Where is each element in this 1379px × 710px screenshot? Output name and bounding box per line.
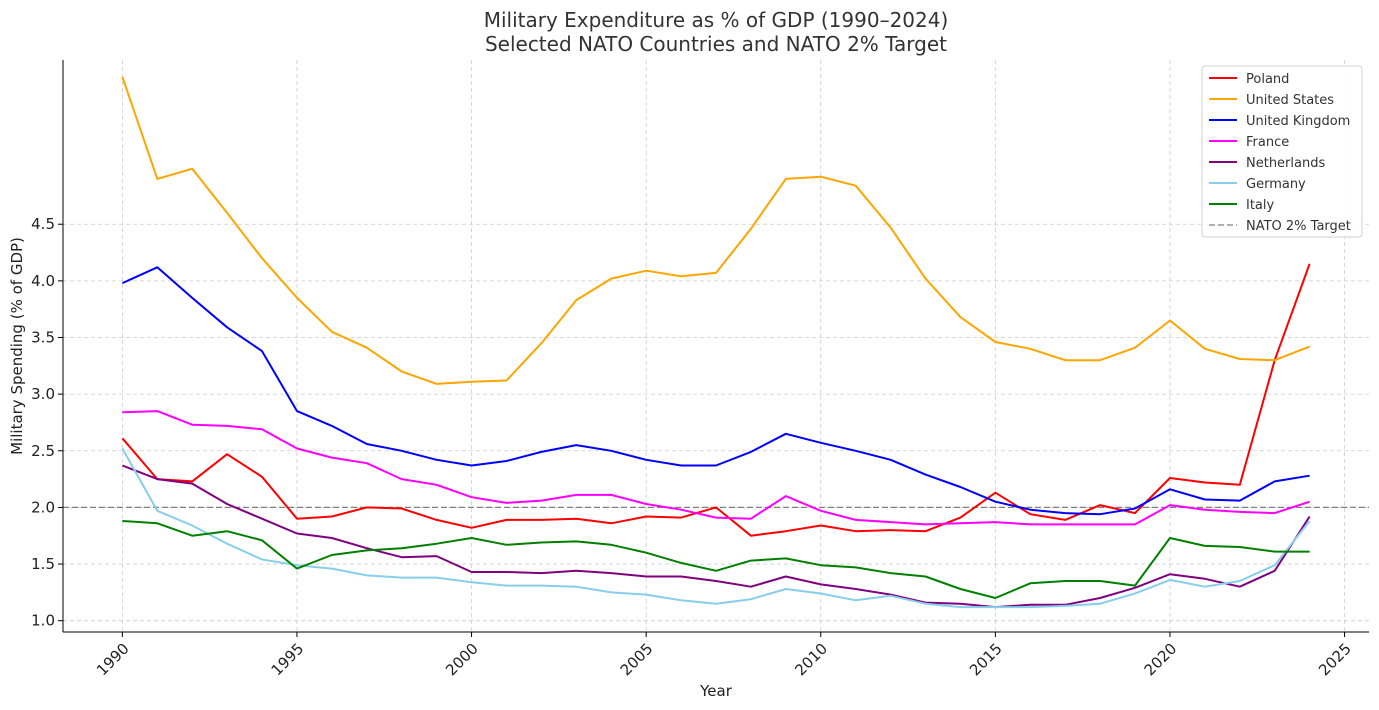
y-tick-label: 4.5 (31, 215, 55, 233)
legend-label-nato-2-target: NATO 2% Target (1246, 219, 1351, 234)
legend-label-italy: Italy (1246, 198, 1275, 213)
y-axis-label: Military Spending (% of GDP) (8, 237, 26, 455)
x-axis-label: Year (699, 682, 733, 700)
x-tick-label: 2000 (442, 640, 482, 680)
x-tick-label: 2015 (966, 640, 1006, 680)
y-tick-label: 1.0 (31, 612, 55, 630)
grid (63, 60, 1369, 632)
legend-label-united-kingdom: United Kingdom (1246, 114, 1350, 129)
x-axis-ticks: 1990 1995 2000 2005 2010 2015 2020 2025 (93, 632, 1355, 679)
series-line-poland (121, 263, 1311, 537)
x-tick-label: 2025 (1315, 640, 1355, 680)
series-line-united-kingdom (121, 266, 1310, 516)
y-tick-label: 3.5 (31, 329, 55, 347)
x-tick-label: 1995 (268, 640, 308, 680)
legend-label-france: France (1246, 135, 1289, 150)
x-tick-label: 2010 (791, 640, 831, 680)
legend-label-united-states: United States (1246, 93, 1334, 108)
series-line-italy (122, 520, 1310, 599)
chart-title: Military Expenditure as % of GDP (1990–2… (484, 8, 949, 32)
x-tick-label: 2020 (1141, 640, 1181, 680)
legend: Poland United States United Kingdom France N… (1201, 65, 1363, 238)
y-tick-label: 2.0 (31, 498, 55, 516)
y-tick-label: 2.5 (31, 442, 55, 460)
series-lines (121, 76, 1311, 609)
chart-subtitle: Selected NATO Countries and NATO 2% Targ… (485, 32, 947, 56)
y-tick-label: 3.0 (31, 385, 55, 403)
series-line-france (122, 410, 1310, 526)
series-line-netherlands (122, 464, 1311, 609)
y-tick-label: 1.5 (31, 555, 55, 573)
y-tick-label: 4.0 (31, 272, 55, 290)
x-tick-label: 1990 (93, 640, 133, 680)
x-tick-label: 2005 (617, 640, 657, 680)
legend-label-netherlands: Netherlands (1246, 156, 1325, 171)
legend-label-poland: Poland (1246, 72, 1289, 87)
series-line-germany (121, 448, 1311, 609)
legend-label-germany: Germany (1246, 177, 1306, 192)
series-line-united-states (121, 76, 1310, 385)
y-axis-ticks: 1.0 1.5 2.0 2.5 3.0 3.5 4.0 4.5 (31, 215, 63, 630)
legend-box (1201, 65, 1363, 238)
